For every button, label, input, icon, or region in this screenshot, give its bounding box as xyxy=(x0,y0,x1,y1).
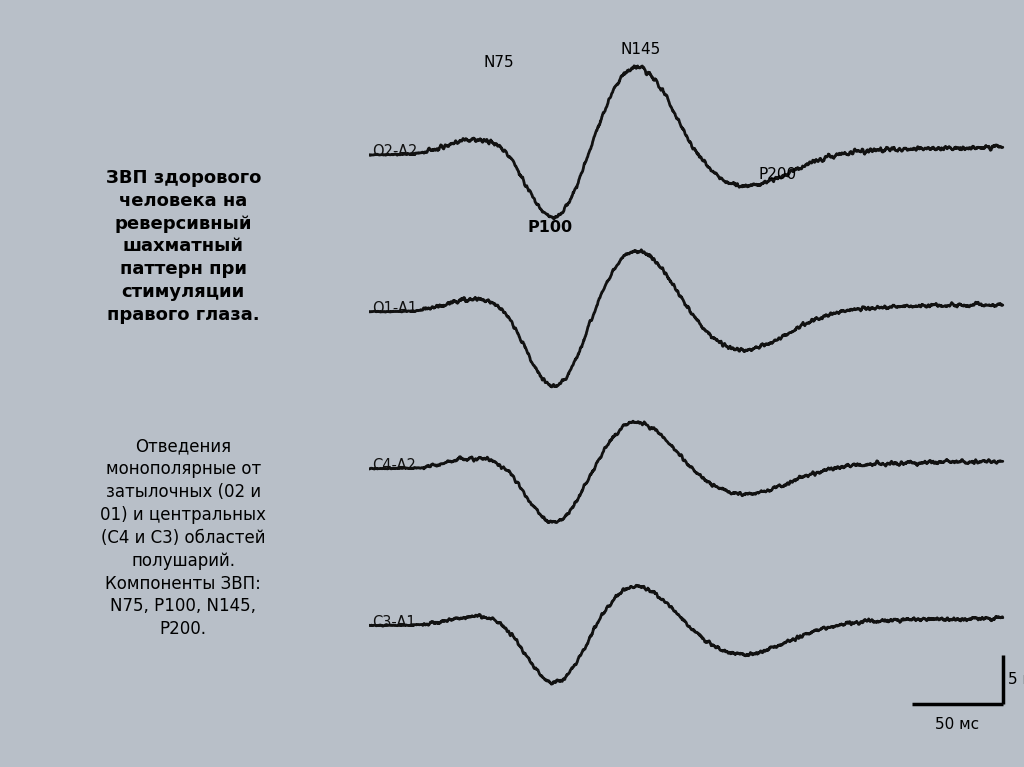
Text: Отведения
монополярные от
затылочных (02 и
01) и центральных
(С4 и С3) областей
: Отведения монополярные от затылочных (02… xyxy=(100,437,266,638)
Text: P100: P100 xyxy=(527,220,572,235)
Text: N145: N145 xyxy=(621,42,660,57)
Text: C4-A2: C4-A2 xyxy=(373,458,416,472)
Text: N75: N75 xyxy=(483,54,514,70)
Text: C3-A1: C3-A1 xyxy=(373,614,416,630)
Text: 50 мс: 50 мс xyxy=(936,717,980,732)
Text: 5 мкВ: 5 мкВ xyxy=(1009,672,1024,686)
Text: P200: P200 xyxy=(758,166,797,182)
Text: ЗВП здорового
человека на
реверсивный
шахматный
паттерн при
стимуляции
правого г: ЗВП здорового человека на реверсивный ша… xyxy=(105,169,261,324)
Text: O2-A2: O2-A2 xyxy=(373,144,418,159)
Text: O1-A1: O1-A1 xyxy=(373,301,418,316)
